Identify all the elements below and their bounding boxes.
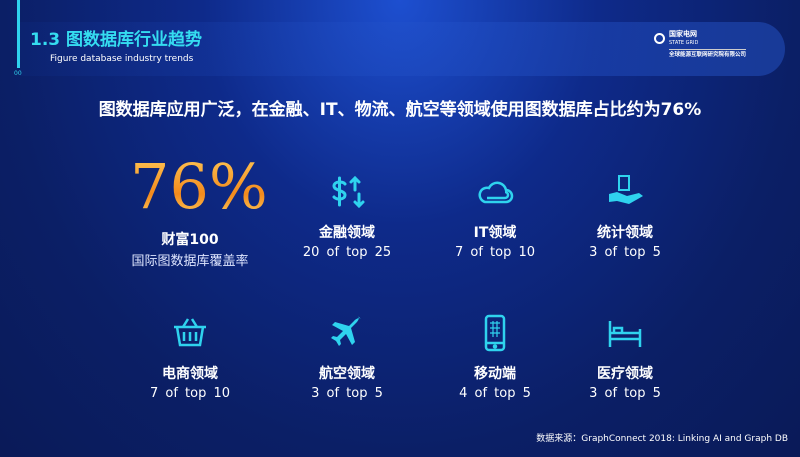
section-subtitle: Figure database industry trends xyxy=(50,54,194,64)
section-title: 1.3 图数据库行业趋势 xyxy=(30,30,203,50)
highlight-desc: 国际图数据库覆盖率 xyxy=(131,254,249,269)
domain-aviation: 航空领域 3 of top 5 xyxy=(277,313,417,402)
accent-bar xyxy=(17,0,20,68)
hand-certificate-icon xyxy=(609,175,643,204)
shopping-basket-icon xyxy=(174,318,206,347)
domain-name: IT领域 xyxy=(473,225,517,241)
page-marker: 00 xyxy=(14,70,22,77)
domain-name: 航空领域 xyxy=(319,366,375,382)
logo-cn: 国家电网 xyxy=(669,30,697,38)
header-band xyxy=(20,22,785,76)
domain-name: 金融领域 xyxy=(319,225,375,241)
domain-name: 统计领域 xyxy=(597,225,653,241)
domain-statistics: 统计领域 3 of top 5 xyxy=(555,172,695,261)
domain-it: IT领域 7 of top 10 xyxy=(425,172,565,261)
logo-en: STATE GRID xyxy=(669,40,699,46)
dollar-exchange-icon xyxy=(332,175,365,209)
logo-org: 全球能源互联网研究院有限公司 xyxy=(669,49,747,59)
source-note: 数据来源：GraphConnect 2018: Linking AI and G… xyxy=(536,434,788,444)
domain-value: 7 of top 10 xyxy=(149,386,231,401)
domain-medical: 医疗领域 3 of top 5 xyxy=(555,313,695,402)
logo-emblem-icon xyxy=(654,33,665,44)
highlight-value: 76% xyxy=(130,150,268,223)
domain-mobile: 移动端 4 of top 5 xyxy=(425,313,565,402)
state-grid-logo: 国家电网 STATE GRID 全球能源互联网研究院有限公司 xyxy=(654,30,784,70)
domain-value: 3 of top 5 xyxy=(311,386,383,401)
headline: 图数据库应用广泛，在金融、IT、物流、航空等领域使用图数据库占比约为76% xyxy=(98,100,702,120)
domain-value: 7 of top 10 xyxy=(454,245,536,260)
domain-ecommerce: 电商领域 7 of top 10 xyxy=(120,313,260,402)
domain-name: 医疗领域 xyxy=(597,366,653,382)
domain-finance: 金融领域 20 of top 25 xyxy=(277,172,417,261)
domain-value: 3 of top 5 xyxy=(589,386,661,401)
domain-name: 电商领域 xyxy=(162,366,218,382)
highlight-label: 财富100 xyxy=(161,232,219,248)
hospital-bed-icon xyxy=(608,321,642,347)
domain-value: 3 of top 5 xyxy=(589,245,661,260)
domain-value: 4 of top 5 xyxy=(459,386,531,401)
mobile-phone-icon xyxy=(484,314,506,352)
airplane-icon xyxy=(331,316,361,346)
cloud-icon xyxy=(478,181,514,204)
domain-name: 移动端 xyxy=(474,366,516,382)
domain-value: 20 of top 25 xyxy=(302,245,392,260)
